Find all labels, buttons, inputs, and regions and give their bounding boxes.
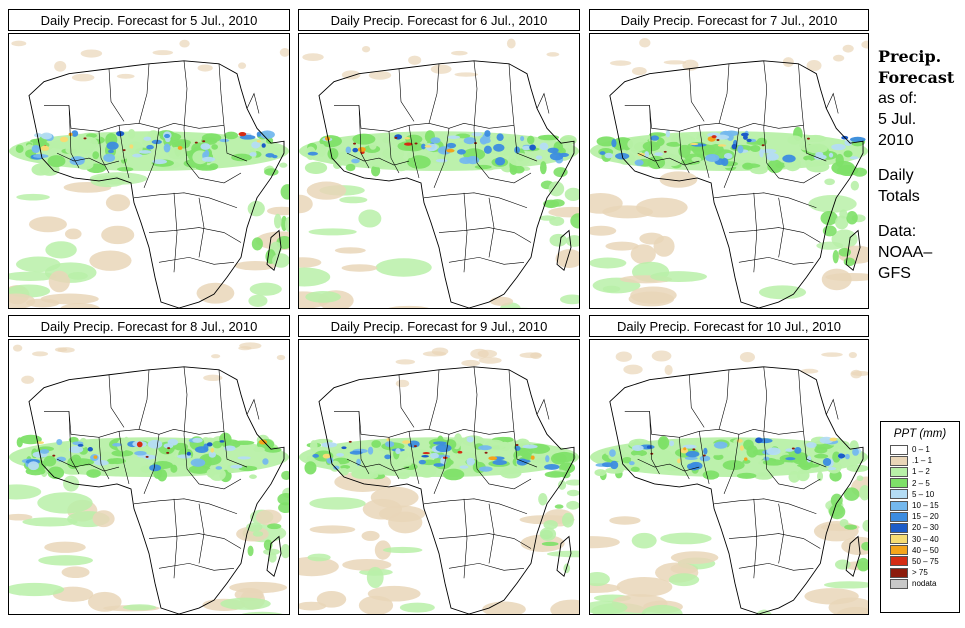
side-title-line2: Forecast xyxy=(878,68,955,87)
legend-swatch xyxy=(890,500,908,511)
precip-map xyxy=(589,33,869,309)
forecast-panel-day4: Daily Precip. Forecast for 8 Jul., 2010 xyxy=(8,315,290,615)
as-of-date: 5 Jul. xyxy=(878,111,917,128)
legend-swatch xyxy=(890,466,908,477)
legend-swatch xyxy=(890,511,908,522)
legend-item: 5 – 10 xyxy=(890,489,959,500)
legend-label: 2 – 5 xyxy=(912,478,930,488)
legend-item: 2 – 5 xyxy=(890,478,959,489)
totals-label: Totals xyxy=(878,188,920,205)
side-info: Precip. Forecast as of: 5 Jul. 2010 Dail… xyxy=(878,46,963,284)
panel-title: Daily Precip. Forecast for 8 Jul., 2010 xyxy=(8,315,290,337)
legend-swatch xyxy=(890,455,908,466)
as-of-label: as of: xyxy=(878,90,918,107)
panel-title: Daily Precip. Forecast for 6 Jul., 2010 xyxy=(298,9,580,31)
legend-swatch xyxy=(890,489,908,500)
legend-label: 40 – 50 xyxy=(912,545,939,555)
panel-title: Daily Precip. Forecast for 10 Jul., 2010 xyxy=(589,315,869,337)
legend-item: nodata xyxy=(890,578,959,589)
legend-swatch xyxy=(890,567,908,578)
precip-map xyxy=(298,33,580,309)
forecast-panel-day1: Daily Precip. Forecast for 5 Jul., 2010 xyxy=(8,9,290,309)
legend-label: 30 – 40 xyxy=(912,534,939,544)
legend-item: 1 – 2 xyxy=(890,466,959,477)
legend-swatch xyxy=(890,444,908,455)
legend-item: 0 – 1 xyxy=(890,444,959,455)
legend-swatch xyxy=(890,522,908,533)
legend-label: 50 – 75 xyxy=(912,556,939,566)
as-of-year: 2010 xyxy=(878,132,914,149)
precip-map xyxy=(8,33,290,309)
legend-label: 1 – 2 xyxy=(912,467,930,477)
legend-label: 15 – 20 xyxy=(912,512,939,522)
data-label: Data: xyxy=(878,223,917,240)
forecast-panel-day5: Daily Precip. Forecast for 9 Jul., 2010 xyxy=(298,315,580,615)
panel-title: Daily Precip. Forecast for 5 Jul., 2010 xyxy=(8,9,290,31)
forecast-panel-day6: Daily Precip. Forecast for 10 Jul., 2010 xyxy=(589,315,869,615)
legend-item: > 75 xyxy=(890,567,959,578)
legend-item: 20 – 30 xyxy=(890,522,959,533)
side-title-line1: Precip. xyxy=(878,47,942,66)
data-source-line2: GFS xyxy=(878,265,911,282)
forecast-panel-day3: Daily Precip. Forecast for 7 Jul., 2010 xyxy=(589,9,869,309)
precip-map xyxy=(589,339,869,615)
legend-swatch xyxy=(890,545,908,556)
data-source-line1: NOAA– xyxy=(878,244,933,261)
legend-label: 0 – 1 xyxy=(912,445,930,455)
legend-label: 10 – 15 xyxy=(912,501,939,511)
legend-item: 50 – 75 xyxy=(890,556,959,567)
legend-item: 15 – 20 xyxy=(890,511,959,522)
precip-map xyxy=(298,339,580,615)
legend-swatch xyxy=(890,556,908,567)
precip-map xyxy=(8,339,290,615)
legend-swatch xyxy=(890,578,908,589)
legend-label: .1 – 1 xyxy=(912,456,933,466)
legend-title: PPT (mm) xyxy=(893,428,947,440)
panel-title: Daily Precip. Forecast for 9 Jul., 2010 xyxy=(298,315,580,337)
legend-label: > 75 xyxy=(912,568,928,578)
legend-item: 40 – 50 xyxy=(890,545,959,556)
panel-title: Daily Precip. Forecast for 7 Jul., 2010 xyxy=(589,9,869,31)
forecast-panel-day2: Daily Precip. Forecast for 6 Jul., 2010 xyxy=(298,9,580,309)
daily-label: Daily xyxy=(878,167,914,184)
legend-label: 20 – 30 xyxy=(912,523,939,533)
legend-label: nodata xyxy=(912,579,937,589)
legend-item: 10 – 15 xyxy=(890,500,959,511)
legend-swatch xyxy=(890,478,908,489)
legend-item: 30 – 40 xyxy=(890,534,959,545)
legend-swatch xyxy=(890,534,908,545)
legend-label: 5 – 10 xyxy=(912,489,935,499)
legend-item: .1 – 1 xyxy=(890,455,959,466)
